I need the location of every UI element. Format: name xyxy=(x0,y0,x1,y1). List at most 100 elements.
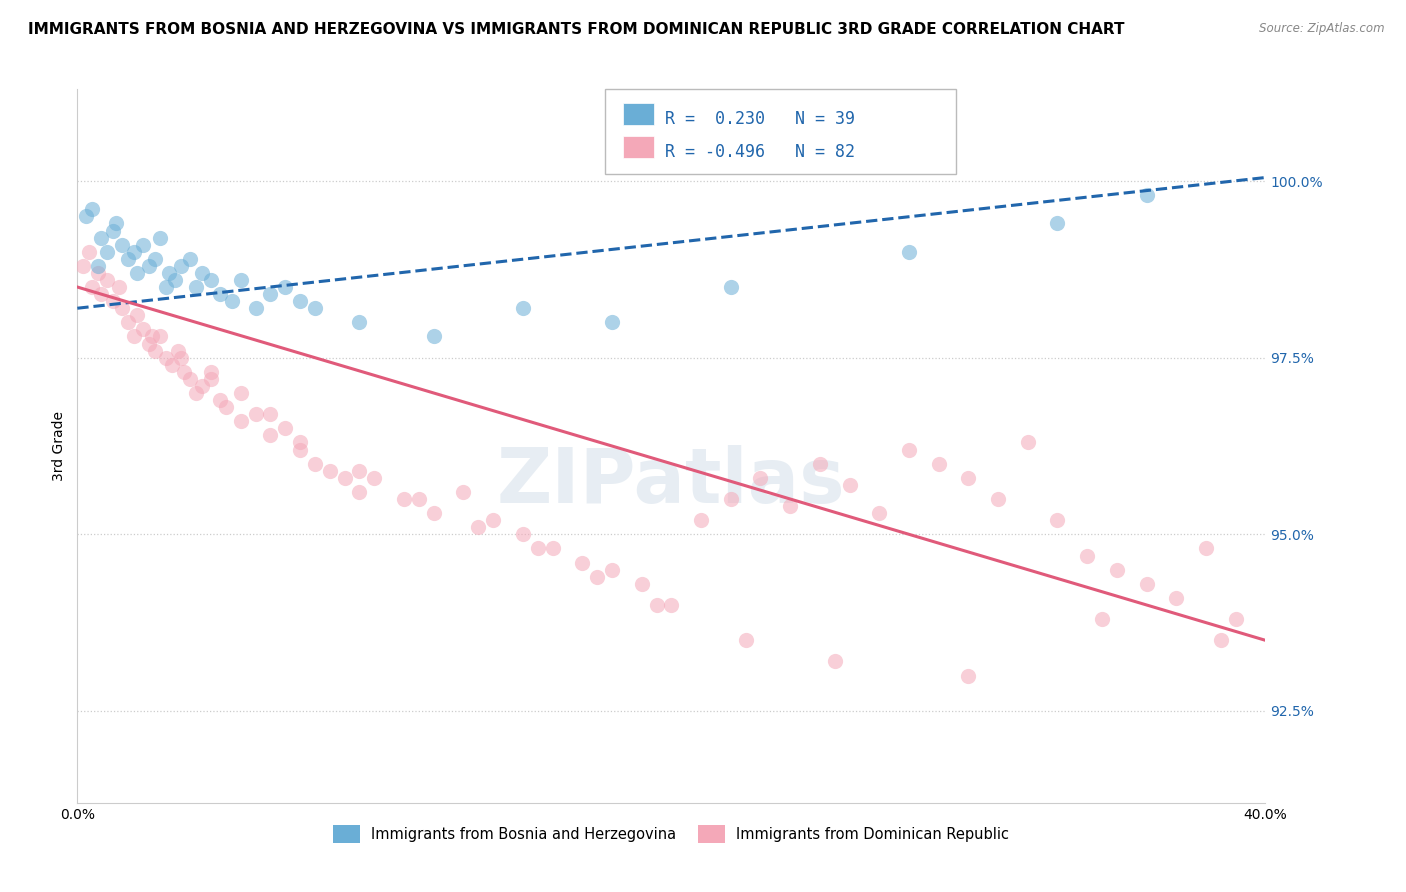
Point xyxy=(179,252,201,266)
Point xyxy=(131,322,153,336)
Point xyxy=(898,244,921,259)
Text: Source: ZipAtlas.com: Source: ZipAtlas.com xyxy=(1260,22,1385,36)
Point xyxy=(304,301,326,316)
Point xyxy=(170,259,193,273)
Point xyxy=(987,491,1010,506)
Point xyxy=(1225,612,1247,626)
Point xyxy=(661,598,683,612)
Point xyxy=(957,668,980,682)
Point xyxy=(122,329,145,343)
Point xyxy=(87,259,110,273)
Point xyxy=(143,343,166,358)
Point xyxy=(208,287,231,301)
Point xyxy=(349,315,371,329)
Point xyxy=(165,273,187,287)
Point xyxy=(453,484,475,499)
Point xyxy=(288,294,311,309)
Point xyxy=(155,280,177,294)
Point xyxy=(117,315,139,329)
Point xyxy=(229,273,252,287)
Point xyxy=(1076,549,1098,563)
Point xyxy=(96,244,118,259)
Point xyxy=(720,280,742,294)
Point xyxy=(141,329,163,343)
Point xyxy=(125,266,148,280)
Point xyxy=(690,513,713,527)
Point xyxy=(162,358,184,372)
Point xyxy=(259,287,281,301)
Point xyxy=(868,506,890,520)
Point xyxy=(104,216,127,230)
Point xyxy=(186,280,208,294)
Point xyxy=(229,414,252,428)
Point xyxy=(167,343,190,358)
Point xyxy=(200,273,222,287)
Point xyxy=(319,464,342,478)
Point xyxy=(600,563,623,577)
Point xyxy=(170,351,193,365)
Point xyxy=(838,478,860,492)
Point xyxy=(482,513,505,527)
Point xyxy=(215,400,238,414)
Point xyxy=(274,280,297,294)
Point xyxy=(288,435,311,450)
Point xyxy=(274,421,297,435)
Point xyxy=(208,393,231,408)
Legend: Immigrants from Bosnia and Herzegovina, Immigrants from Dominican Republic: Immigrants from Bosnia and Herzegovina, … xyxy=(328,820,1015,849)
Point xyxy=(720,491,742,506)
Point xyxy=(349,484,371,499)
Point xyxy=(333,471,356,485)
Point xyxy=(149,230,172,244)
Point xyxy=(423,329,446,343)
Point xyxy=(77,244,100,259)
Point xyxy=(72,259,94,273)
Point xyxy=(186,386,208,401)
Point xyxy=(349,464,371,478)
Point xyxy=(131,237,153,252)
Text: R = -0.496   N = 82: R = -0.496 N = 82 xyxy=(665,143,855,161)
Y-axis label: 3rd Grade: 3rd Grade xyxy=(52,411,66,481)
Text: R =  0.230   N = 39: R = 0.230 N = 39 xyxy=(665,110,855,128)
Point xyxy=(1105,563,1128,577)
Point xyxy=(221,294,243,309)
Point xyxy=(957,471,980,485)
Point xyxy=(90,287,112,301)
Point xyxy=(82,202,104,217)
Point xyxy=(229,386,252,401)
Point xyxy=(512,527,534,541)
Point xyxy=(143,252,166,266)
Point xyxy=(157,266,180,280)
Point xyxy=(90,230,112,244)
Point xyxy=(111,301,134,316)
Point xyxy=(87,266,110,280)
Point xyxy=(1136,576,1159,591)
Point xyxy=(259,428,281,442)
Point xyxy=(125,308,148,322)
Point xyxy=(749,471,772,485)
Point xyxy=(82,280,104,294)
Point xyxy=(138,336,160,351)
Point xyxy=(117,252,139,266)
Text: ZIPatlas: ZIPatlas xyxy=(498,445,845,518)
Point xyxy=(101,223,124,237)
Point xyxy=(423,506,446,520)
Point xyxy=(645,598,668,612)
Point xyxy=(1209,633,1232,648)
Point xyxy=(179,372,201,386)
Point xyxy=(245,301,267,316)
Point xyxy=(586,570,609,584)
Point xyxy=(96,273,118,287)
Point xyxy=(600,315,623,329)
Point xyxy=(173,365,195,379)
Text: IMMIGRANTS FROM BOSNIA AND HERZEGOVINA VS IMMIGRANTS FROM DOMINICAN REPUBLIC 3RD: IMMIGRANTS FROM BOSNIA AND HERZEGOVINA V… xyxy=(28,22,1125,37)
Point xyxy=(111,237,134,252)
Point xyxy=(259,407,281,421)
Point xyxy=(392,491,415,506)
Point xyxy=(1017,435,1039,450)
Point xyxy=(928,457,950,471)
Point xyxy=(75,210,97,224)
Point xyxy=(1136,188,1159,202)
Point xyxy=(149,329,172,343)
Point xyxy=(1046,216,1069,230)
Point xyxy=(630,576,652,591)
